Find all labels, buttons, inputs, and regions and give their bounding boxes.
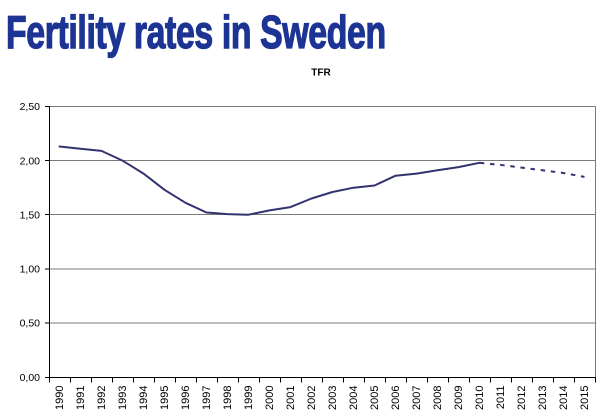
svg-text:1997: 1997 — [201, 386, 213, 410]
svg-text:1,00: 1,00 — [20, 264, 41, 276]
svg-text:TFR: TFR — [311, 68, 331, 79]
svg-text:2013: 2013 — [537, 386, 549, 410]
svg-text:1994: 1994 — [138, 386, 150, 410]
svg-text:2,00: 2,00 — [20, 155, 41, 167]
svg-text:2014: 2014 — [558, 386, 570, 410]
svg-text:1991: 1991 — [75, 386, 87, 410]
svg-text:1996: 1996 — [180, 386, 192, 410]
svg-text:1990: 1990 — [54, 386, 66, 410]
svg-text:0,00: 0,00 — [20, 372, 41, 384]
svg-text:2005: 2005 — [369, 386, 381, 410]
svg-text:2006: 2006 — [390, 386, 402, 410]
svg-text:1998: 1998 — [222, 386, 234, 410]
svg-text:0,50: 0,50 — [20, 318, 41, 330]
svg-text:2009: 2009 — [453, 386, 465, 410]
svg-text:2010: 2010 — [474, 386, 486, 410]
svg-text:2001: 2001 — [285, 386, 297, 410]
svg-text:2000: 2000 — [264, 386, 276, 410]
svg-text:1995: 1995 — [159, 386, 171, 410]
svg-text:2015: 2015 — [579, 386, 591, 410]
svg-text:1993: 1993 — [117, 386, 129, 410]
svg-text:2002: 2002 — [306, 386, 318, 410]
svg-text:1999: 1999 — [243, 386, 255, 410]
svg-text:2,50: 2,50 — [20, 101, 41, 113]
svg-text:2011: 2011 — [495, 386, 507, 410]
svg-text:2003: 2003 — [327, 386, 339, 410]
svg-text:1992: 1992 — [96, 386, 108, 410]
svg-text:2004: 2004 — [348, 386, 360, 410]
svg-text:2012: 2012 — [516, 386, 528, 410]
svg-text:2008: 2008 — [432, 386, 444, 410]
svg-text:1,50: 1,50 — [20, 209, 41, 221]
svg-text:2007: 2007 — [411, 386, 423, 410]
